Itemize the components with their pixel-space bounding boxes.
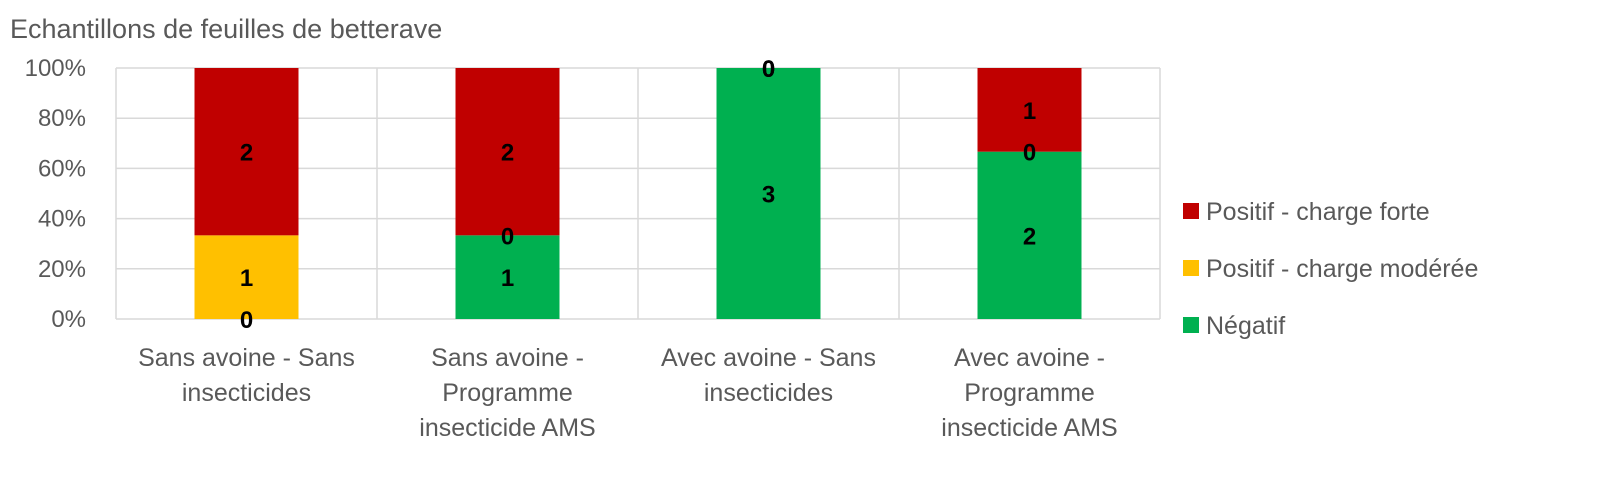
data-label: 0 (501, 223, 514, 250)
x-category-label: Avec avoine - Sans insecticides (661, 344, 876, 407)
x-category-label: Sans avoine -Programme insecticide AMS (419, 344, 595, 442)
bar-segment (977, 68, 1082, 152)
legend-swatch (1183, 203, 1199, 219)
data-label: 1 (1023, 98, 1036, 125)
bar-segment (194, 235, 299, 319)
y-tick-label: 20% (38, 256, 86, 283)
data-label: 2 (1023, 223, 1036, 250)
legend-swatch (1183, 317, 1199, 333)
legend-label: Positif - charge modérée (1206, 255, 1478, 283)
bar-segment (716, 68, 821, 319)
data-label: 0 (762, 56, 775, 83)
bar-segment (194, 68, 299, 236)
legend-label: Négatif (1206, 312, 1285, 340)
data-label: 0 (1023, 140, 1036, 167)
data-label: 1 (501, 265, 514, 292)
bar-segment (455, 68, 560, 236)
y-tick-label: 0% (51, 306, 86, 333)
legend-swatch (1183, 260, 1199, 276)
y-tick-label: 80% (38, 105, 86, 132)
x-category-label: Avec avoine -Programme insecticide AMS (941, 344, 1117, 442)
y-tick-label: 40% (38, 206, 86, 233)
y-tick-label: 100% (25, 55, 86, 82)
x-category-label: Sans avoine - Sans insecticides (138, 344, 355, 407)
data-label: 1 (240, 265, 253, 292)
data-label: 0 (762, 56, 775, 83)
x-axis: Sans avoine - Sans insecticides Sans avoin… (138, 344, 1118, 442)
legend-label: Positif - charge forte (1206, 198, 1430, 226)
bar-segment (977, 151, 1082, 319)
data-label: 2 (240, 140, 253, 167)
chart-title: Echantillons de feuilles de betterave (10, 14, 442, 44)
data-label: 0 (240, 307, 253, 334)
y-tick-label: 60% (38, 155, 86, 182)
y-axis: 0% 20% 40% 60% 80% 100% (25, 55, 86, 333)
bars (194, 68, 1082, 319)
data-label: 3 (762, 182, 775, 209)
data-label: 2 (501, 140, 514, 167)
bar-segment (455, 235, 560, 319)
legend: Positif - charge forte Positif - charge m… (1183, 198, 1478, 340)
